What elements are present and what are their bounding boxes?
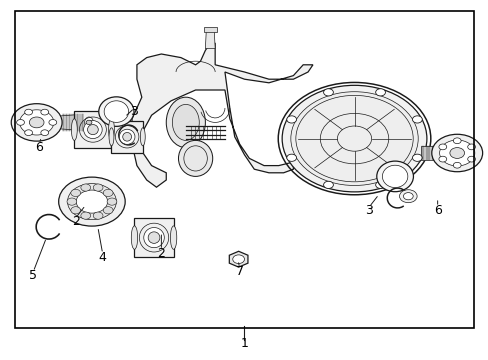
- Circle shape: [412, 116, 422, 123]
- Circle shape: [11, 104, 62, 141]
- Circle shape: [103, 207, 113, 214]
- Circle shape: [71, 189, 81, 197]
- Ellipse shape: [140, 128, 145, 146]
- Circle shape: [93, 212, 103, 219]
- Circle shape: [403, 193, 412, 200]
- Circle shape: [20, 110, 54, 135]
- Circle shape: [59, 177, 125, 226]
- Ellipse shape: [131, 226, 138, 249]
- Text: 6: 6: [35, 141, 43, 154]
- Circle shape: [438, 144, 446, 150]
- Circle shape: [452, 162, 460, 168]
- Circle shape: [81, 212, 90, 219]
- Circle shape: [67, 198, 77, 205]
- Circle shape: [438, 156, 446, 162]
- Ellipse shape: [148, 232, 160, 243]
- Circle shape: [81, 184, 90, 191]
- Ellipse shape: [376, 161, 412, 192]
- Ellipse shape: [108, 119, 114, 140]
- Circle shape: [24, 130, 32, 136]
- Ellipse shape: [166, 97, 205, 148]
- Circle shape: [467, 144, 474, 150]
- Circle shape: [93, 184, 103, 191]
- Circle shape: [439, 140, 474, 166]
- Circle shape: [41, 130, 48, 136]
- Text: 2: 2: [72, 215, 80, 228]
- Ellipse shape: [83, 121, 102, 139]
- Circle shape: [375, 89, 385, 96]
- Ellipse shape: [143, 228, 164, 248]
- Ellipse shape: [178, 140, 212, 176]
- Ellipse shape: [104, 101, 128, 122]
- Circle shape: [286, 154, 296, 161]
- Text: 3: 3: [130, 105, 138, 118]
- Ellipse shape: [382, 165, 407, 188]
- Circle shape: [323, 181, 333, 189]
- Ellipse shape: [71, 119, 77, 140]
- Circle shape: [71, 207, 81, 214]
- Polygon shape: [203, 27, 216, 32]
- Polygon shape: [74, 111, 111, 148]
- Circle shape: [449, 148, 464, 158]
- Circle shape: [290, 92, 417, 185]
- Text: 4: 4: [99, 251, 106, 264]
- Polygon shape: [60, 114, 85, 131]
- Polygon shape: [132, 43, 312, 187]
- Circle shape: [412, 154, 422, 161]
- Circle shape: [467, 156, 474, 162]
- Circle shape: [282, 85, 426, 192]
- Polygon shape: [420, 146, 437, 160]
- Circle shape: [29, 117, 44, 128]
- Bar: [15, 11, 473, 328]
- Ellipse shape: [84, 117, 93, 128]
- Text: 1: 1: [240, 337, 248, 350]
- Circle shape: [49, 120, 57, 125]
- Circle shape: [375, 181, 385, 189]
- Polygon shape: [205, 29, 215, 49]
- Ellipse shape: [109, 128, 114, 146]
- Circle shape: [232, 255, 244, 264]
- Ellipse shape: [170, 226, 176, 249]
- Circle shape: [86, 120, 92, 125]
- Circle shape: [24, 109, 32, 115]
- Ellipse shape: [172, 104, 199, 140]
- Circle shape: [431, 134, 482, 172]
- Ellipse shape: [119, 129, 135, 144]
- Polygon shape: [111, 121, 142, 153]
- Circle shape: [76, 190, 107, 213]
- Circle shape: [41, 109, 48, 115]
- Text: 7: 7: [235, 265, 243, 278]
- Circle shape: [17, 120, 24, 125]
- Circle shape: [452, 138, 460, 144]
- Circle shape: [286, 116, 296, 123]
- Text: 6: 6: [433, 204, 441, 217]
- Circle shape: [399, 190, 416, 203]
- Circle shape: [323, 89, 333, 96]
- Circle shape: [67, 184, 116, 220]
- Text: 5: 5: [29, 269, 37, 282]
- Ellipse shape: [99, 97, 134, 126]
- Polygon shape: [229, 251, 247, 267]
- Text: 2: 2: [157, 247, 165, 260]
- Circle shape: [103, 189, 113, 197]
- Circle shape: [107, 198, 117, 205]
- Ellipse shape: [122, 132, 131, 141]
- Ellipse shape: [87, 125, 98, 135]
- Polygon shape: [134, 218, 173, 257]
- Text: 3: 3: [365, 204, 372, 217]
